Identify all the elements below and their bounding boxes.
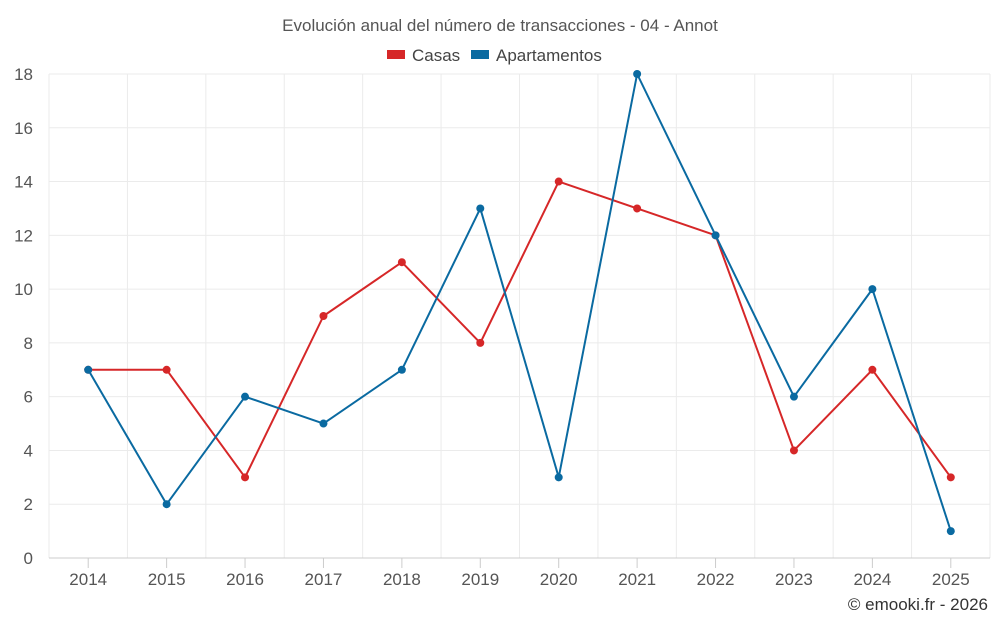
data-point-apartamentos-2021[interactable] <box>633 70 642 78</box>
legend-item-apartamentos[interactable]: Apartamentos <box>471 46 602 65</box>
x-tick-label-2015: 2015 <box>148 570 186 589</box>
chart-title: Evolución anual del número de transaccio… <box>282 16 718 35</box>
x-tick-label-2016: 2016 <box>226 570 264 589</box>
y-tick-label-4: 4 <box>24 441 33 460</box>
data-point-apartamentos-2023[interactable] <box>789 392 798 401</box>
data-point-casas-2016[interactable] <box>241 473 250 482</box>
y-tick-label-8: 8 <box>24 334 33 353</box>
y-tick-label-12: 12 <box>14 226 33 245</box>
x-tick-label-2014: 2014 <box>69 570 107 589</box>
y-tick-label-16: 16 <box>14 119 33 138</box>
legend-label-apartamentos: Apartamentos <box>496 46 602 65</box>
y-axis: 0 2 4 6 8 10 12 14 16 18 <box>14 65 33 568</box>
data-point-casas-2023[interactable] <box>789 446 798 455</box>
data-point-apartamentos-2019[interactable] <box>476 204 485 213</box>
x-tick-label-2025: 2025 <box>932 570 970 589</box>
data-point-casas-2025[interactable] <box>946 473 955 482</box>
series-line-casas <box>88 180 952 479</box>
x-tick-label-2018: 2018 <box>383 570 421 589</box>
x-tick-label-2022: 2022 <box>697 570 735 589</box>
data-point-apartamentos-2020[interactable] <box>554 473 563 482</box>
legend-swatch-apartamentos <box>471 50 489 59</box>
data-point-apartamentos-2017[interactable] <box>319 419 328 428</box>
data-point-apartamentos-2024[interactable] <box>868 285 877 294</box>
x-tick-label-2017: 2017 <box>305 570 343 589</box>
data-point-apartamentos-2014[interactable] <box>84 365 93 374</box>
credit-text: © emooki.fr - 2026 <box>848 595 988 614</box>
y-tick-label-2: 2 <box>24 495 33 514</box>
legend-item-casas[interactable]: Casas <box>387 46 460 65</box>
data-point-casas-2024[interactable] <box>868 365 877 374</box>
y-tick-label-14: 14 <box>14 173 33 192</box>
y-tick-label-18: 18 <box>14 65 33 84</box>
x-tick-label-2020: 2020 <box>540 570 578 589</box>
y-tick-label-6: 6 <box>24 388 33 407</box>
data-point-casas-2015[interactable] <box>162 365 171 374</box>
x-tick-label-2019: 2019 <box>461 570 499 589</box>
data-point-casas-2021[interactable] <box>633 204 642 213</box>
x-tick-label-2024: 2024 <box>853 570 891 589</box>
data-point-casas-2019[interactable] <box>476 338 485 347</box>
data-point-apartamentos-2016[interactable] <box>241 392 250 401</box>
data-point-apartamentos-2022[interactable] <box>711 231 720 240</box>
data-point-casas-2017[interactable] <box>319 312 328 320</box>
grid <box>48 73 991 558</box>
legend-swatch-casas <box>387 50 405 59</box>
legend: Casas Apartamentos <box>387 46 602 65</box>
data-point-apartamentos-2018[interactable] <box>397 365 406 374</box>
x-tick-label-2021: 2021 <box>618 570 656 589</box>
y-tick-label-10: 10 <box>14 280 33 299</box>
series-layer <box>84 70 955 536</box>
data-point-casas-2020[interactable] <box>554 177 563 186</box>
data-point-casas-2018[interactable] <box>397 258 406 267</box>
data-point-apartamentos-2015[interactable] <box>162 500 171 509</box>
data-point-apartamentos-2025[interactable] <box>946 527 955 536</box>
series-line-apartamentos <box>87 73 952 532</box>
x-axis: 2014 2015 2016 2017 2018 2019 2020 2021 2022 2023… <box>49 557 990 589</box>
x-tick-label-2023: 2023 <box>775 570 813 589</box>
y-tick-label-0: 0 <box>24 549 33 568</box>
legend-label-casas: Casas <box>412 46 460 65</box>
